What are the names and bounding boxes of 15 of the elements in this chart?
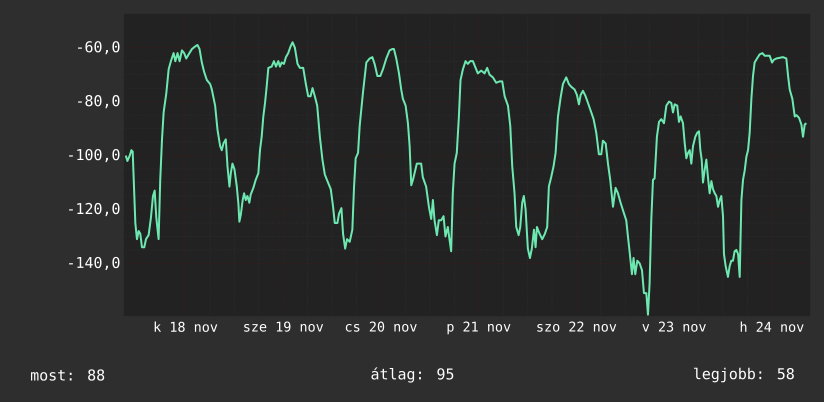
x-tick-label: sze 19 nov bbox=[244, 322, 324, 332]
y-tick-label: -60,0 bbox=[78, 41, 120, 54]
x-tick-label: szo 22 nov bbox=[537, 322, 616, 332]
x-tick-label: k 18 nov bbox=[154, 322, 218, 332]
text: átlag: 95 bbox=[371, 367, 454, 383]
text: most: 88 bbox=[30, 369, 104, 381]
x-tick-label: p 21 nov bbox=[448, 322, 510, 334]
text: legjobb: 58 bbox=[694, 368, 794, 382]
y-tick-label: -120,0 bbox=[69, 202, 120, 216]
y-tick-label: -100,0 bbox=[69, 148, 120, 162]
y-tick-label: -80,0 bbox=[78, 95, 120, 108]
x-tick-label: v 23 nov bbox=[642, 322, 706, 332]
x-tick-label: h 24 nov bbox=[740, 322, 804, 332]
x-tick-label: cs 20 nov bbox=[346, 322, 417, 332]
y-tick-label: -140,0 bbox=[69, 256, 120, 270]
